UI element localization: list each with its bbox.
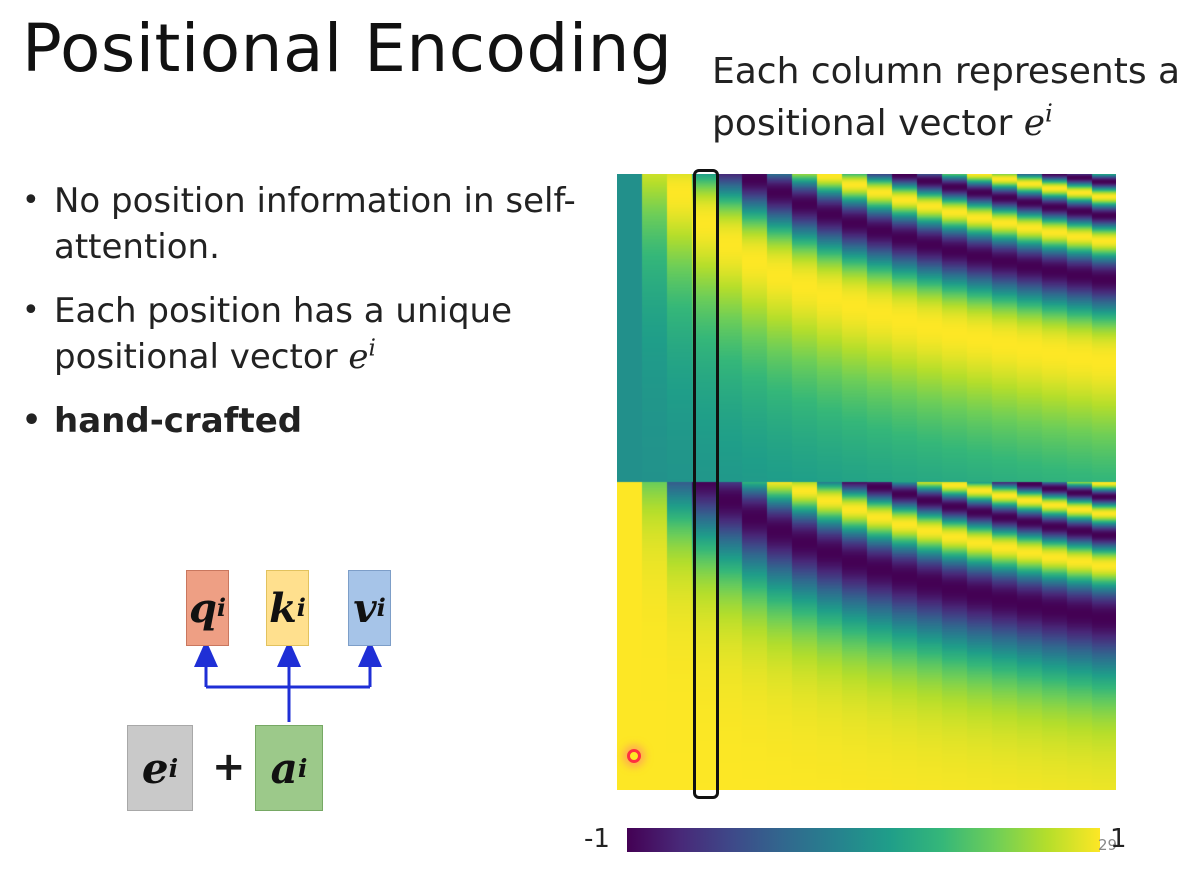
- caption-line-2: positional vector ei: [712, 98, 1180, 150]
- caption-line-2-text: positional vector: [712, 103, 1024, 144]
- caption-vector-symbol: ei: [1023, 98, 1053, 144]
- bullet-list: No position information in self-attentio…: [22, 178, 582, 462]
- page-number: 29: [1098, 836, 1118, 854]
- slide-title: Positional Encoding: [22, 10, 673, 87]
- bullet-item-hand-crafted: hand-crafted: [22, 398, 582, 444]
- plus-sign: +: [212, 744, 246, 790]
- colorbar: [627, 828, 1100, 852]
- bullet-item-no-position: No position information in self-attentio…: [22, 178, 582, 270]
- caption-line-1: Each column represents a: [712, 51, 1181, 92]
- colorbar-max-label: 1: [1110, 824, 1127, 854]
- bullet-item-unique-vector: Each position has a unique positional ve…: [22, 288, 582, 380]
- bullet-vector-symbol: ei: [348, 335, 376, 377]
- positional-encoding-heatmap: [617, 174, 1116, 790]
- highlighted-column-frame: [693, 169, 719, 799]
- cursor-indicator: [627, 749, 641, 763]
- colorbar-min-label: -1: [584, 824, 610, 854]
- caption: Each column represents a positional vect…: [712, 46, 1180, 150]
